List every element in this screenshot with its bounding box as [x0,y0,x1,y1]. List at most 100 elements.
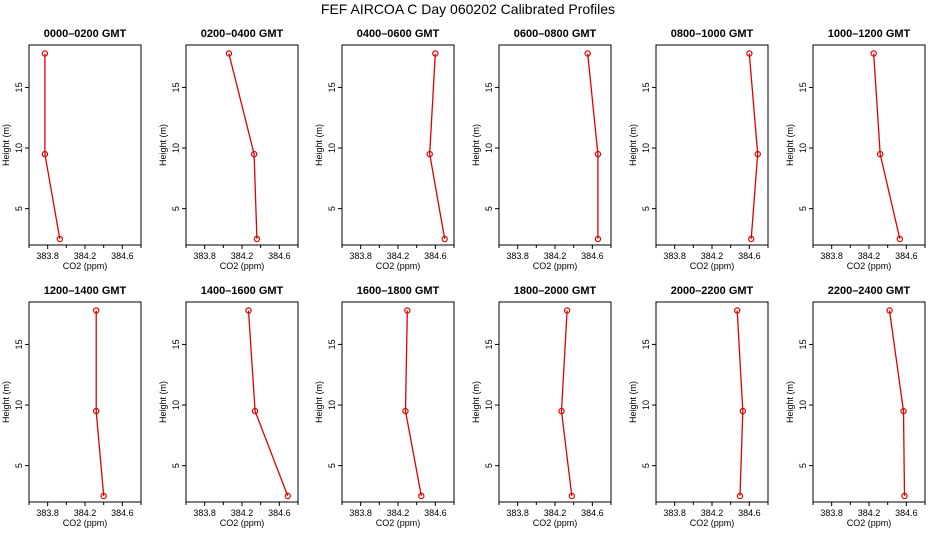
panel-title: 0600–0800 GMT [514,28,597,40]
profile-line [560,310,573,496]
plot-frame [341,301,455,503]
y-tick-label: 5 [484,463,494,468]
y-tick-label: 10 [641,143,651,153]
profile-line [873,53,901,240]
y-tick-label: 5 [641,463,651,468]
panel: 1000–1200 GMT 383.8 384.2 384.6 5 10 15 CO2 (pp… [785,28,926,271]
profile-line [736,310,744,496]
x-tick-label: 384.6 [581,508,604,518]
x-tick-label: 383.8 [193,251,216,261]
panel-title: 1000–1200 GMT [828,28,911,40]
data-point [41,150,49,158]
x-tick-label: 384.6 [111,508,134,518]
y-tick-label: 15 [641,82,651,92]
y-tick-label: 10 [798,143,808,153]
data-point [896,235,904,243]
y-tick-label: 15 [641,339,651,349]
y-tick-label: 10 [484,143,494,153]
panel: 1600–1800 GMT 383.8 384.2 384.6 5 10 15 CO2 (pp… [314,285,455,528]
y-tick-label: 15 [484,339,494,349]
data-point [426,150,433,158]
data-point [877,150,884,158]
data-point [402,407,409,415]
y-tick-label: 15 [171,339,181,349]
x-tick-label: 383.8 [663,251,686,261]
y-tick-label: 15 [14,339,24,349]
x-tick-label: 384.6 [895,251,918,261]
data-point [92,407,100,415]
figure-title: FEF AIRCOA C Day 060202 Calibrated Profi… [321,1,615,17]
y-tick-label: 10 [14,400,24,410]
x-tick-label: 384.2 [387,251,410,261]
x-tick-label: 384.2 [701,251,724,261]
y-tick-label: 5 [798,206,808,211]
plot-frame [185,301,299,503]
data-point [746,50,753,57]
x-axis-label: CO2 (ppm) [690,261,735,271]
data-point [432,50,439,57]
profile-line [95,310,105,496]
plot-frame [28,44,142,246]
panel: 0200–0400 GMT 383.8 384.2 384.6 5 10 15 CO2 (pp… [158,28,299,271]
y-tick-label: 10 [641,400,651,410]
y-tick-label: 15 [171,82,181,92]
data-point [41,50,49,57]
y-tick-label: 5 [327,206,337,211]
x-tick-label: 384.2 [387,508,410,518]
data-point [754,150,761,158]
x-axis-label: CO2 (ppm) [690,518,735,528]
x-tick-label: 384.6 [111,251,134,261]
x-tick-label: 384.2 [231,508,254,518]
data-point [594,235,602,243]
profile-line [404,310,422,497]
data-point [736,492,744,500]
y-tick-label: 15 [798,339,808,349]
panel: 0600–0800 GMT 383.8 384.2 384.6 5 10 15 CO2 (pp… [471,28,612,271]
x-axis-label: CO2 (ppm) [847,518,892,528]
x-tick-label: 384.2 [231,251,254,261]
y-axis-label: Height (m) [628,381,638,423]
x-tick-label: 384.6 [268,251,291,261]
x-axis-label: CO2 (ppm) [847,261,892,271]
y-axis-label: Height (m) [785,381,795,423]
y-tick-label: 10 [14,143,24,153]
data-point [56,235,64,243]
y-axis-label: Height (m) [314,124,324,166]
data-point [253,235,261,243]
x-tick-label: 383.8 [36,251,59,261]
data-point [594,150,602,158]
y-tick-label: 10 [171,400,181,410]
data-point [100,492,107,500]
y-tick-label: 10 [798,400,808,410]
profile-line [247,310,289,497]
y-tick-label: 5 [484,206,494,211]
panel: 1800–2000 GMT 383.8 384.2 384.6 5 10 15 CO2 (pp… [471,285,612,528]
panel-title: 1600–1800 GMT [357,285,440,297]
panel: 1200–1400 GMT 383.8 384.2 384.6 5 10 15 CO2 (pp… [1,285,142,528]
data-point [901,492,908,500]
profile-line [429,53,446,240]
data-point [739,407,747,415]
plot-frame [28,301,142,503]
data-point [404,307,411,314]
x-tick-label: 384.6 [424,251,447,261]
y-tick-label: 15 [484,82,494,92]
data-point [568,492,576,500]
x-axis-label: CO2 (ppm) [63,518,108,528]
y-tick-label: 5 [641,206,651,211]
panel-title: 1200–1400 GMT [44,285,127,297]
y-axis-label: Height (m) [158,124,168,166]
data-point [900,407,907,415]
plot-frame [498,44,612,246]
x-tick-label: 383.8 [663,508,686,518]
x-axis-label: CO2 (ppm) [63,261,108,271]
data-point [748,235,755,243]
y-axis-label: Height (m) [471,381,481,423]
x-tick-label: 384.2 [544,508,567,518]
data-point [441,235,448,243]
y-axis-label: Height (m) [785,124,795,166]
x-tick-label: 383.8 [820,508,843,518]
data-point [558,407,565,415]
panel-title: 1400–1600 GMT [201,285,284,297]
